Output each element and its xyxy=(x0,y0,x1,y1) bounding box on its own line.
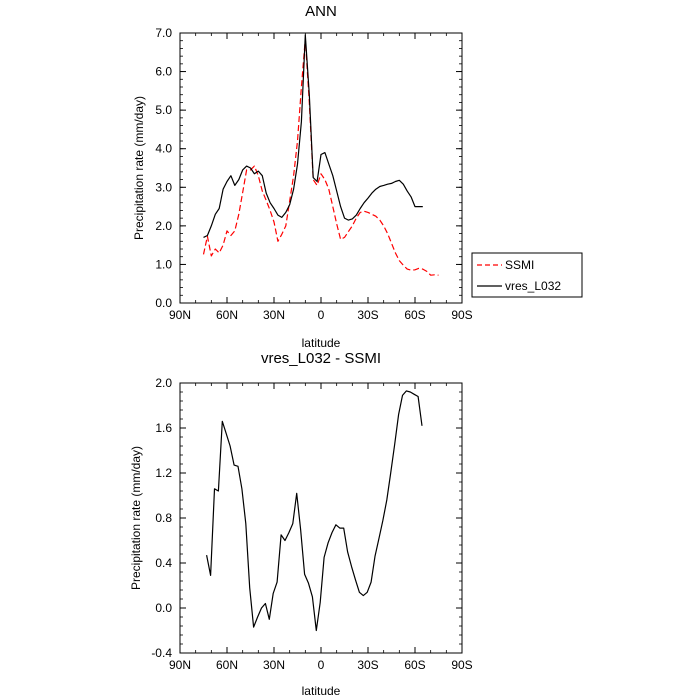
panel-difference: vres_L032 - SSMI 90N 60N 30N 0 30S 60S 90S -0.4… xyxy=(129,350,473,698)
x-tick-label: 90S xyxy=(451,658,472,672)
y-tick-label: 1.2 xyxy=(155,466,172,480)
y-tick-label: 7.0 xyxy=(155,26,172,40)
tick-group: 90N 60N 30N 0 30S 60S 90S -0.4 0.0 0.4 0.8 1.2 1.6 2.… xyxy=(151,376,472,672)
x-tick-label: 60S xyxy=(404,658,425,672)
series-line-vres-l032 xyxy=(203,34,423,238)
y-tick-label: 0.0 xyxy=(155,601,172,615)
x-tick-label: 90S xyxy=(451,308,472,322)
y-tick-label: 0.4 xyxy=(155,556,172,570)
y-tick-label: 4.0 xyxy=(155,142,172,156)
x-tick-label: 30S xyxy=(357,308,378,322)
x-tick-label: 30S xyxy=(357,658,378,672)
chart-title: vres_L032 - SSMI xyxy=(261,350,381,367)
x-tick-label: 90N xyxy=(169,308,191,322)
y-tick-label: 1.0 xyxy=(155,257,172,271)
y-tick-label: 3.0 xyxy=(155,180,172,194)
series-line-ssmi xyxy=(202,38,439,276)
y-tick-label: 5.0 xyxy=(155,103,172,117)
x-tick-label: 60S xyxy=(404,308,425,322)
x-tick-label: 30N xyxy=(263,658,285,672)
y-tick-label: 0.8 xyxy=(155,511,172,525)
series-line-vres-l032-ssmi xyxy=(206,390,423,632)
y-tick-label: 6.0 xyxy=(155,65,172,79)
tick-group: 90N 60N 30N 0 30S 60S 90S 0.0 1.0 2.0 3.0 4.0 5.0 6.0… xyxy=(155,26,472,322)
x-axis-label: latitude xyxy=(302,336,341,350)
x-tick-label: 60N xyxy=(216,308,238,322)
x-tick-label: 0 xyxy=(318,308,325,322)
x-tick-label: 30N xyxy=(263,308,285,322)
y-axis-label: Precipitation rate (mm/day) xyxy=(129,446,143,590)
legend: SSMI vres_L032 xyxy=(471,252,583,298)
x-tick-label: 90N xyxy=(169,658,191,672)
series-group xyxy=(202,34,439,276)
legend-box xyxy=(471,252,583,298)
legend-label-vres: vres_L032 xyxy=(505,279,561,293)
x-axis-label: latitude xyxy=(302,684,341,698)
y-tick-label: 0.0 xyxy=(155,296,172,310)
plot-frame xyxy=(179,32,463,304)
panel-ann: ANN 90N 60N 30N 0 30S 60S 90S 0.0 1.0 2.0 3.0 4.0 5.… xyxy=(132,3,583,350)
chart-title: ANN xyxy=(305,3,337,20)
x-tick-label: 60N xyxy=(216,658,238,672)
y-tick-label: 1.6 xyxy=(155,421,172,435)
y-tick-label: 2.0 xyxy=(155,376,172,390)
series-group xyxy=(206,390,423,632)
x-tick-label: 0 xyxy=(318,658,325,672)
y-axis-label: Precipitation rate (mm/day) xyxy=(132,96,146,240)
y-tick-label: 2.0 xyxy=(155,219,172,233)
legend-label-ssmi: SSMI xyxy=(505,258,534,272)
y-tick-label: -0.4 xyxy=(151,646,172,660)
